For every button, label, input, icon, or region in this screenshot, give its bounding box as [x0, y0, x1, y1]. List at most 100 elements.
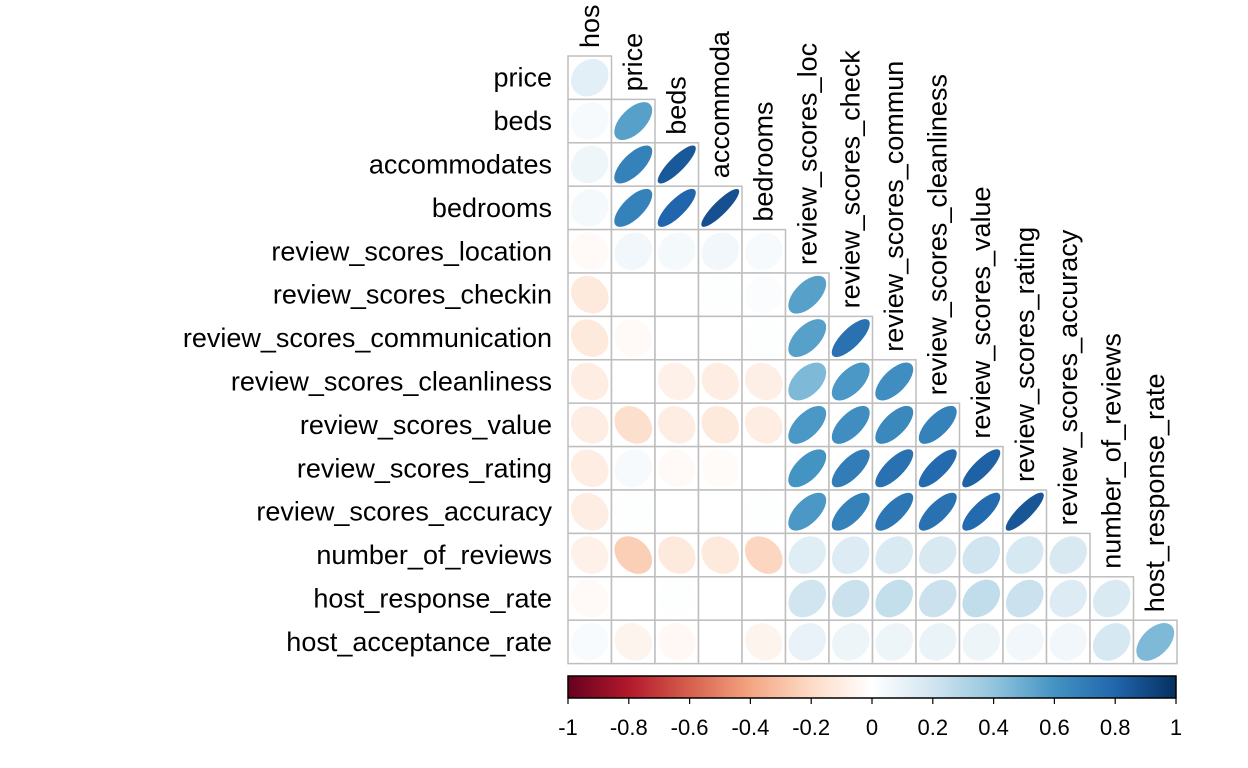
correlation-ellipse — [788, 275, 827, 314]
correlation-ellipse — [744, 406, 783, 444]
row-label: review_scores_communication — [183, 323, 552, 353]
correlation-ellipse — [1049, 623, 1087, 661]
correlation-ellipse — [571, 232, 609, 271]
correlation-ellipse — [701, 232, 739, 271]
correlation-ellipse — [1092, 623, 1131, 661]
correlation-ellipse — [570, 319, 609, 357]
row-label: host_response_rate — [313, 584, 552, 614]
correlation-ellipse — [918, 405, 957, 444]
row-label: review_scores_accuracy — [256, 497, 552, 527]
row-labels: price beds accommodates bedrooms review_scor… — [183, 63, 553, 657]
row-label: review_scores_checkin — [273, 280, 552, 310]
correlation-ellipse — [614, 623, 652, 661]
row-label: review_scores_cleanliness — [231, 367, 552, 397]
correlation-ellipse — [1092, 579, 1131, 618]
colorbar-tick-label: 0.8 — [1100, 715, 1131, 740]
correlation-ellipse — [962, 623, 1001, 661]
correlation-ellipse — [657, 492, 696, 531]
colorbar-tick-label: -0.2 — [792, 715, 830, 740]
correlation-ellipse — [614, 232, 652, 271]
correlation-ellipse — [614, 145, 653, 184]
correlation-ellipse — [788, 623, 827, 661]
correlation-ellipse — [918, 623, 957, 661]
correlation-ellipse — [744, 579, 783, 618]
column-label: review_scores_value — [966, 186, 996, 438]
correlation-ellipse — [657, 188, 696, 227]
row-label: bedrooms — [432, 193, 552, 223]
matrix-cells — [567, 55, 1178, 665]
correlation-ellipse — [614, 319, 652, 357]
colorbar-gradient — [567, 675, 1177, 699]
correlation-ellipse — [745, 275, 783, 314]
correlation-ellipse — [570, 275, 609, 314]
correlation-ellipse — [570, 362, 609, 401]
column-label: hos — [575, 4, 605, 48]
correlation-ellipse — [875, 362, 914, 401]
column-labels: hos price beds accommoda bedrooms review_scor… — [575, 4, 1171, 612]
correlation-ellipse — [657, 406, 696, 444]
correlation-ellipse — [1006, 623, 1044, 661]
correlation-ellipse — [831, 492, 870, 531]
correlation-ellipse — [614, 406, 653, 444]
correlation-ellipse — [701, 579, 740, 618]
colorbar-tick-label: -0.4 — [731, 715, 769, 740]
correlation-ellipse — [918, 492, 957, 531]
correlation-ellipse — [570, 145, 609, 184]
row-label: beds — [493, 106, 552, 136]
column-label: review_scores_cleanliness — [923, 74, 953, 395]
correlation-ellipses — [570, 58, 1175, 662]
correlation-ellipse — [875, 579, 914, 618]
row-label: review_scores_value — [300, 410, 552, 440]
correlation-ellipse — [701, 275, 740, 314]
correlation-ellipse — [657, 536, 696, 574]
correlation-ellipse — [570, 536, 609, 574]
correlation-ellipse — [875, 623, 914, 661]
correlation-ellipse — [658, 232, 696, 271]
correlation-ellipse — [701, 188, 740, 227]
correlation-ellipse — [570, 58, 609, 97]
correlation-ellipse — [962, 536, 1001, 574]
colorbar-tick-label: 0.6 — [1039, 715, 1070, 740]
correlation-ellipse — [570, 406, 609, 444]
correlation-ellipse — [701, 492, 740, 531]
correlation-ellipse — [744, 492, 783, 531]
row-label: review_scores_rating — [297, 453, 552, 483]
correlation-ellipse — [570, 449, 609, 488]
row-label: accommodates — [369, 150, 552, 180]
correlation-ellipse — [657, 275, 696, 314]
correlation-ellipse — [571, 579, 609, 618]
colorbar-tick-label: 1 — [1170, 715, 1182, 740]
column-label: host_response_rate — [1140, 374, 1170, 613]
correlation-ellipse — [571, 102, 609, 140]
correlation-ellipse — [1136, 623, 1175, 661]
correlation-ellipse — [614, 275, 653, 314]
correlation-ellipse — [788, 492, 827, 531]
correlation-ellipse — [745, 232, 783, 271]
correlation-ellipse — [701, 318, 740, 358]
correlation-ellipse — [788, 405, 827, 444]
correlation-ellipse — [1005, 536, 1044, 574]
correlation-ellipse — [614, 536, 653, 574]
correlation-ellipse — [614, 492, 653, 531]
colorbar-tick-label: -0.8 — [610, 715, 648, 740]
colorbar-tick-label: -1 — [558, 715, 578, 740]
correlation-ellipse — [831, 623, 870, 661]
colorbar-tick-label: -0.6 — [671, 715, 709, 740]
correlation-ellipse — [701, 362, 740, 401]
correlation-ellipse — [614, 188, 653, 227]
correlation-ellipse — [614, 579, 653, 618]
correlation-ellipse — [788, 362, 827, 401]
correlation-ellipse — [831, 362, 870, 401]
correlation-ellipse — [831, 449, 870, 488]
row-label: number_of_reviews — [316, 540, 552, 570]
correlation-ellipse — [875, 492, 914, 531]
correlation-ellipse — [1049, 536, 1088, 574]
correlation-ellipse — [831, 579, 870, 618]
correlation-ellipse — [570, 492, 609, 531]
column-label: review_scores_accuracy — [1053, 229, 1083, 525]
correlation-ellipse — [658, 623, 696, 661]
correlation-ellipse — [918, 449, 957, 488]
correlation-ellipse — [701, 622, 740, 662]
correlation-ellipse — [788, 319, 827, 358]
